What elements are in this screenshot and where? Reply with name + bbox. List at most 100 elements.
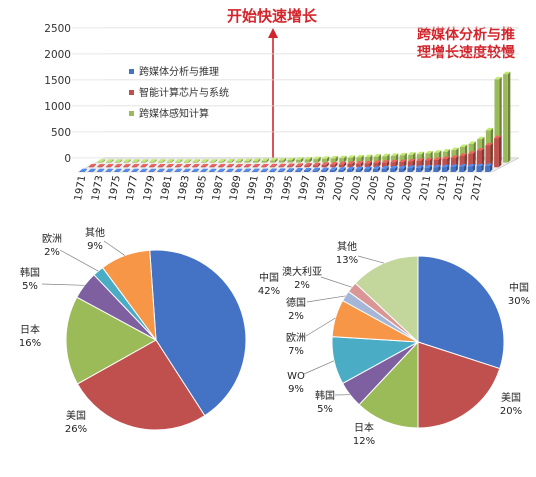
bar	[390, 165, 398, 172]
x-tick-label: 1985	[194, 175, 209, 202]
pie-slice	[417, 255, 505, 370]
bar	[148, 168, 156, 172]
slice-value-label: 13%	[336, 255, 358, 266]
x-tick-label: 2001	[332, 175, 347, 202]
bar	[373, 160, 381, 168]
bar	[149, 164, 157, 168]
bar	[304, 156, 312, 163]
slice-value-label: 26%	[65, 424, 87, 435]
bar	[425, 158, 433, 168]
bar	[105, 168, 113, 172]
bar	[106, 159, 114, 163]
x-tick-label: 1981	[159, 175, 174, 202]
bar	[373, 154, 381, 163]
x-tick-label: 2005	[366, 175, 381, 202]
x-tick-label: 2007	[384, 175, 399, 202]
leader-line	[41, 283, 85, 286]
bar	[295, 168, 303, 172]
bar	[278, 157, 287, 163]
bar	[416, 165, 424, 172]
bar	[183, 168, 191, 172]
bar	[476, 148, 485, 168]
y-tick-label: 500	[51, 127, 71, 139]
slice-value-label: 12%	[353, 436, 375, 447]
slice-label: WO	[287, 371, 305, 382]
bar	[312, 162, 321, 168]
bar	[287, 157, 295, 163]
bar	[88, 168, 96, 172]
bar	[295, 163, 303, 168]
x-tick-label: 1987	[211, 175, 226, 202]
x-tick-label: 2009	[401, 175, 416, 202]
bar	[390, 159, 398, 168]
slice-label: 美国	[501, 391, 521, 404]
bar	[503, 71, 511, 163]
bar	[270, 158, 278, 163]
bar	[261, 163, 269, 168]
bar	[261, 158, 269, 163]
bar	[450, 164, 458, 172]
x-tick-label: 2013	[435, 175, 450, 202]
bar	[347, 161, 355, 168]
bar	[485, 163, 493, 172]
bar	[243, 164, 252, 168]
x-tick-label: 2017	[470, 175, 485, 202]
annotation-start: 开始快速增长	[227, 7, 318, 25]
bar	[174, 164, 183, 168]
slice-label: 韩国	[315, 389, 335, 402]
bar	[201, 159, 209, 163]
bar	[347, 167, 355, 172]
bar	[166, 159, 174, 163]
bar	[234, 168, 243, 172]
x-tick-label: 1979	[142, 175, 157, 202]
bar	[347, 155, 356, 163]
bar	[191, 168, 200, 172]
slice-label: 德国	[286, 296, 306, 309]
x-tick-label: 2003	[349, 175, 364, 202]
slice-value-label: 16%	[19, 338, 41, 349]
bar	[217, 168, 225, 172]
pie-slice	[76, 339, 206, 431]
legend-swatch	[129, 69, 134, 74]
bar	[278, 168, 286, 172]
bar	[442, 156, 450, 168]
bar	[296, 157, 304, 163]
bar	[329, 167, 338, 172]
slice-label: 日本	[354, 421, 374, 434]
annotation-fast-line1: 跨媒体分析与推	[417, 26, 515, 43]
bar	[114, 164, 122, 168]
slice-value-label: 30%	[508, 296, 530, 307]
x-tick-label: 1991	[246, 175, 261, 202]
slice-label: 中国	[259, 271, 279, 284]
leader-line	[59, 249, 99, 272]
bar	[122, 168, 131, 172]
bar	[364, 160, 372, 168]
bar	[243, 168, 251, 172]
legend-label: 智能计算芯片与系统	[139, 86, 229, 99]
bar	[494, 135, 502, 168]
bar	[399, 159, 407, 168]
pie-slice	[101, 249, 157, 342]
bar	[312, 167, 320, 172]
leader-line	[305, 317, 336, 337]
leader-line	[306, 295, 346, 303]
bar	[166, 164, 174, 168]
legend-swatch	[129, 111, 134, 116]
x-tick-label: 1977	[125, 175, 140, 202]
slice-label: 中国	[509, 281, 529, 294]
slice-label: 澳大利亚	[282, 265, 322, 278]
legend-swatch	[129, 90, 134, 95]
bar	[321, 156, 330, 163]
slice-label: 日本	[20, 323, 40, 336]
leader-line	[357, 255, 384, 264]
bar	[140, 164, 148, 168]
bar	[175, 159, 183, 163]
x-tick-label: 2011	[418, 175, 433, 202]
bar	[123, 164, 131, 168]
pie-slice	[358, 340, 419, 429]
slice-label: 欧洲	[42, 233, 62, 245]
bar	[140, 159, 149, 163]
bar	[269, 163, 278, 168]
bar	[235, 158, 243, 163]
bar	[88, 164, 96, 168]
